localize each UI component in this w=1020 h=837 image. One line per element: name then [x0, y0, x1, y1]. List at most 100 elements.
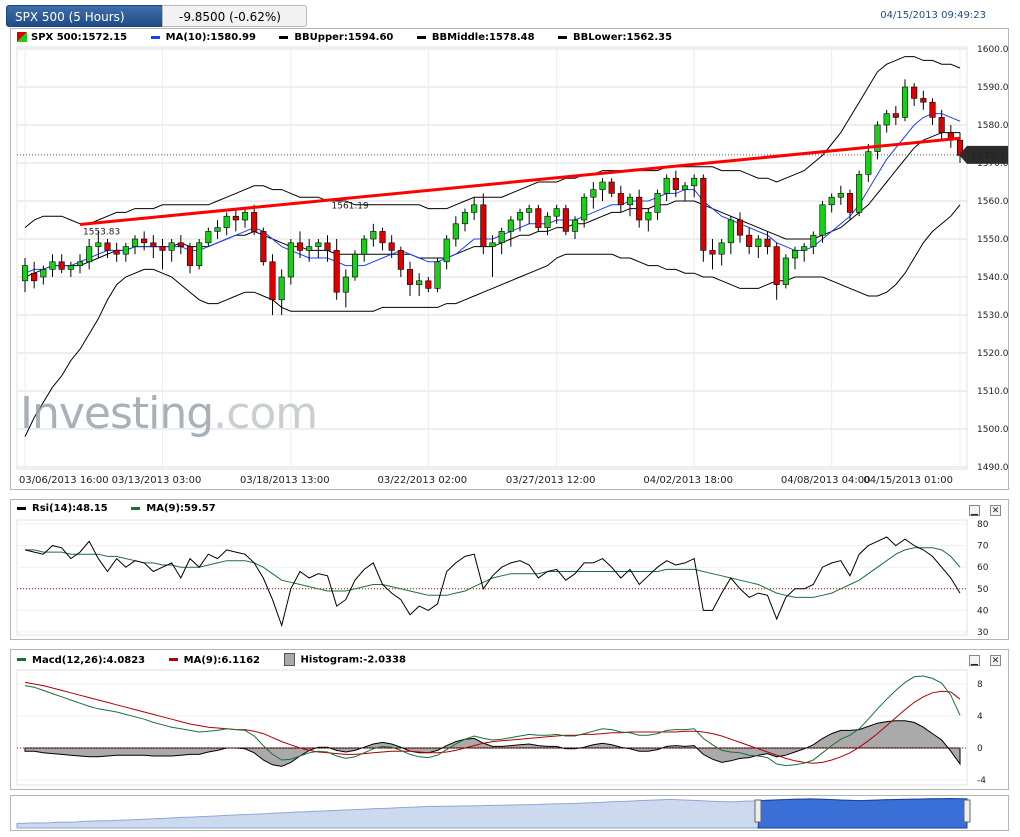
y-tick-label: 1550.00 — [977, 235, 1008, 245]
legend-rsi-ma-text: MA(9):59.57 — [146, 503, 216, 514]
legend-macd-ma-text: MA(9):6.1162 — [183, 654, 261, 666]
candle-body — [709, 250, 716, 255]
macd-y-tick-label: 4 — [977, 712, 983, 722]
macd-chart-svg[interactable]: 8 4 0 -4 — [11, 650, 1008, 789]
legend-bblower-text: BBLower:1562.35 — [573, 32, 673, 43]
legend-bbmiddle-swatch — [416, 35, 426, 39]
close-icon: ✕ — [991, 506, 1000, 516]
legend-bblower-swatch — [558, 35, 568, 39]
rsi-y-tick-label: 40 — [977, 606, 989, 616]
candle-body — [150, 242, 157, 247]
candle-body — [901, 86, 909, 118]
legend-histogram-swatch — [283, 653, 295, 666]
candle-body — [599, 181, 606, 190]
candle-body — [480, 204, 487, 247]
candle-body — [397, 250, 404, 270]
macd-minimize-button[interactable]: ▁ — [969, 655, 980, 666]
x-tick-label: 03/13/2013 03:00 — [112, 475, 202, 486]
candle-body — [856, 174, 863, 213]
candle-body — [636, 196, 643, 221]
candle-body — [562, 208, 569, 232]
legend-rsi-text: Rsi(14):48.15 — [32, 503, 108, 514]
watermark-suffix: .com — [213, 388, 318, 439]
navigator-panel[interactable] — [10, 795, 1009, 831]
last-update-time: 04/15/2013 09:49:23 — [880, 10, 986, 21]
candle-body — [31, 272, 38, 282]
macd-legend: Macd(12,26):4.0823 MA(9):6.1162 Histogra… — [17, 653, 426, 667]
y-tick-label: 1570.00 — [977, 159, 1008, 169]
candle-body — [892, 113, 899, 118]
candle-body — [526, 208, 533, 213]
bb-upper-line — [24, 56, 961, 228]
candle-body — [874, 124, 881, 152]
candle-body — [168, 242, 175, 251]
price-chart-svg[interactable]: 1600.00 1590.00 1580.00 1570.00 1560.00 1550.… — [11, 29, 1008, 489]
price-change-tab: -9.8500 (-0.62%) — [162, 5, 307, 27]
x-tick-label: 03/22/2013 02:00 — [378, 475, 468, 486]
minimize-icon: ▁ — [971, 656, 978, 666]
candle-body — [626, 196, 634, 206]
minimize-icon: ▁ — [971, 506, 978, 516]
candle-body — [883, 113, 890, 126]
candle-body — [681, 185, 689, 190]
legend-bblower: BBLower:1562.35 — [558, 32, 672, 43]
y-tick-label: 1540.00 — [977, 273, 1008, 283]
legend-macd: Macd(12,26):4.0823 — [17, 655, 145, 666]
rsi-ma-line — [25, 547, 961, 598]
candle-body — [718, 242, 725, 255]
candle-body — [535, 208, 542, 228]
candle-body — [691, 177, 698, 187]
y-tick-label: 1520.00 — [977, 349, 1008, 359]
rsi-y-tick-label: 60 — [977, 563, 989, 573]
legend-bbmiddle-text: BBMiddle:1578.48 — [431, 32, 535, 43]
x-tick-label: 03/06/2013 16:00 — [19, 475, 109, 486]
candle-body — [810, 234, 817, 247]
legend-rsi: Rsi(14):48.15 — [17, 503, 108, 514]
rsi-minimize-button[interactable]: ▁ — [969, 505, 980, 516]
candle-body — [67, 265, 74, 270]
x-tick-label: 03/27/2013 12:00 — [506, 475, 596, 486]
rsi-y-tick-label: 30 — [977, 628, 989, 638]
candle-body — [819, 204, 826, 236]
candle-body — [131, 238, 139, 247]
x-tick-label: 04/15/2013 01:00 — [863, 475, 953, 486]
candle-body — [21, 265, 29, 282]
candle-body — [232, 215, 239, 221]
candle-body — [214, 227, 221, 232]
legend-macd-ma-swatch — [168, 658, 178, 661]
y-tick-label: 1560.00 — [977, 197, 1008, 207]
legend-macd-swatch — [17, 658, 26, 661]
rsi-close-button[interactable]: ✕ — [990, 505, 1001, 516]
candle-body — [315, 242, 322, 247]
candle-body — [736, 219, 744, 236]
candle-body — [122, 246, 129, 255]
legend-bbupper: BBUpper:1594.60 — [279, 32, 393, 43]
candle-body — [443, 238, 450, 263]
candle-body — [351, 253, 359, 278]
navigator-handle-right — [963, 799, 971, 823]
candle-body — [590, 189, 597, 198]
candle-body — [571, 219, 579, 232]
candle-body — [654, 193, 661, 213]
navigator-svg[interactable] — [11, 796, 1008, 830]
rsi-y-tick-label: 50 — [977, 585, 989, 595]
legend-histogram-text: Histogram:-2.0338 — [300, 654, 406, 666]
candle-body — [553, 208, 560, 217]
candle-body — [617, 193, 624, 206]
legend-bbupper-swatch — [279, 35, 289, 39]
rsi-panel: Rsi(14):48.15 MA(9):59.57 ▁ ✕ 80 70 60 50 40… — [10, 499, 1009, 640]
symbol-tab[interactable]: SPX 500 (5 Hours) — [6, 5, 166, 27]
legend-histogram: Histogram:-2.0338 — [283, 653, 406, 666]
candle-body — [489, 242, 496, 247]
macd-histogram — [24, 720, 961, 767]
chart-header: SPX 500 (5 Hours) -9.8500 (-0.62%) 04/15… — [0, 0, 1020, 30]
macd-y-tick-label: 8 — [977, 680, 983, 690]
candle-body — [920, 98, 927, 103]
rsi-chart-svg[interactable]: 80 70 60 50 40 30 — [11, 500, 1008, 639]
macd-close-button[interactable]: ✕ — [990, 655, 1001, 666]
rsi-plot-area — [16, 519, 968, 636]
candle-body — [306, 246, 313, 251]
candle-body — [608, 181, 615, 194]
legend-rsi-swatch — [17, 506, 26, 510]
candle-body — [86, 246, 93, 263]
